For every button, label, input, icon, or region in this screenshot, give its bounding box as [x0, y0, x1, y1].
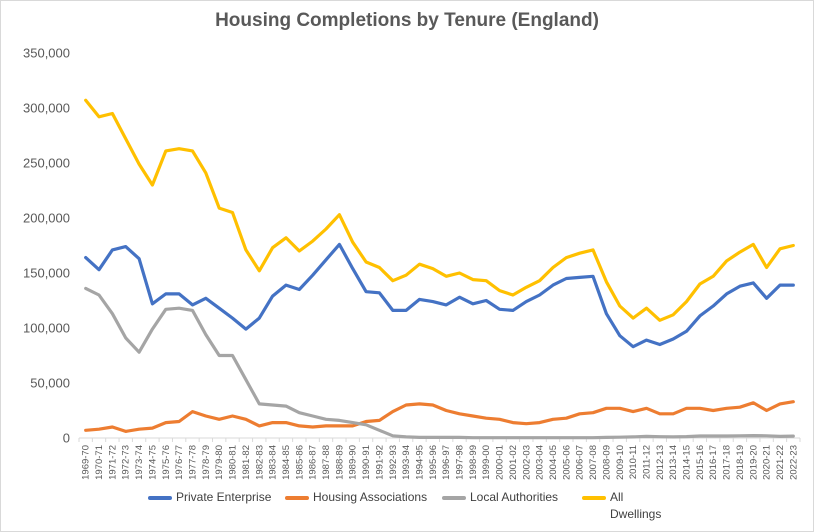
y-tick-label: 200,000 [23, 211, 70, 226]
x-tick-label: 2020-21 [762, 445, 773, 480]
x-tick-label: 1998-99 [468, 445, 479, 480]
x-tick-label: 1971-72 [107, 445, 118, 480]
x-tick-label: 1973-74 [134, 445, 145, 480]
x-tick-label: 2021-22 [775, 445, 786, 480]
x-tick-label: 1993-94 [401, 445, 412, 480]
x-tick-label: 2007-08 [588, 445, 599, 480]
y-tick-label: 0 [63, 431, 70, 446]
x-tick-label: 2016-17 [708, 445, 719, 480]
x-tick-label: 2004-05 [548, 445, 559, 480]
x-tick-label: 1995-96 [428, 445, 439, 480]
x-tick-label: 1999-00 [481, 445, 492, 480]
x-tick-label: 2014-15 [682, 445, 693, 480]
x-tick-label: 1994-95 [414, 445, 425, 480]
x-tick-label: 1975-76 [161, 445, 172, 480]
x-tick-label: 2003-04 [535, 445, 546, 480]
series-line-local-authorities [84, 286, 795, 440]
x-tick-label: 2000-01 [495, 445, 506, 480]
x-tick-label: 1978-79 [201, 445, 212, 480]
legend-label-housing-associations: Housing Associations [313, 490, 428, 504]
legend-swatch-all-dwellings [582, 496, 606, 500]
series-line-housing-associations [84, 400, 795, 433]
x-tick-label: 1984-85 [281, 445, 292, 480]
x-tick-label: 1991-92 [374, 445, 385, 480]
x-tick-label: 2017-18 [722, 445, 733, 480]
legend-swatch-housing-associations [285, 496, 309, 500]
legend-label-local-authorities: Local Authorities [470, 490, 559, 504]
y-tick-label: 300,000 [23, 101, 70, 116]
x-tick-label: 2010-11 [628, 445, 639, 479]
x-tick-label: 2002-03 [521, 445, 532, 480]
x-tick-label: 2022-23 [788, 445, 799, 480]
x-tick-label: 1970-71 [94, 445, 105, 480]
y-tick-label: 150,000 [23, 266, 70, 281]
y-tick-label: 50,000 [30, 376, 70, 391]
x-tick-label: 1972-73 [121, 445, 132, 480]
x-tick-label: 2005-06 [561, 445, 572, 480]
x-tick-label: 1979-80 [214, 445, 225, 480]
series-line-private-enterprise [84, 242, 795, 349]
series-line-all-dwellings [84, 98, 795, 322]
x-tick-label: 2012-13 [655, 445, 666, 480]
series-lines [84, 98, 795, 440]
x-axis: 1969-70 1970-71 1971-72 1972-73 1973-74 1974-… [78, 437, 801, 480]
y-axis: 0 50,000 100,000 150,000 200,000 250,000 300,0… [23, 46, 70, 446]
x-tick-label: 2006-07 [575, 445, 586, 480]
x-tick-label: 1997-98 [455, 445, 466, 480]
legend-label-all-dwellings-line2: Dwellings [610, 507, 662, 521]
x-tick-label: 1987-88 [321, 445, 332, 480]
x-tick-label: 1982-83 [254, 445, 265, 480]
x-tick-label: 2013-14 [668, 445, 679, 480]
x-tick-label: 1986-87 [308, 445, 319, 480]
x-tick-label: 1974-75 [147, 445, 158, 480]
x-tick-label: 1983-84 [268, 445, 279, 480]
legend-label-private-enterprise: Private Enterprise [176, 490, 272, 504]
legend-swatch-private-enterprise [148, 496, 172, 500]
x-tick-label: 2018-19 [735, 445, 746, 480]
x-tick-label: 1977-78 [187, 445, 198, 480]
y-tick-label: 250,000 [23, 156, 70, 171]
legend-swatch-local-authorities [442, 496, 466, 500]
x-tick-label: 2019-20 [748, 445, 759, 480]
y-tick-label: 350,000 [23, 46, 70, 61]
x-tick-label: 1996-97 [441, 445, 452, 480]
x-tick-label: 1985-86 [294, 445, 305, 480]
chart-title: Housing Completions by Tenure (England) [215, 10, 599, 31]
x-tick-label: 2009-10 [615, 445, 626, 480]
x-tick-label: 2001-02 [508, 445, 519, 480]
x-tick-label: 1989-90 [348, 445, 359, 480]
x-tick-label: 1980-81 [228, 445, 239, 480]
x-tick-label: 2008-09 [601, 445, 612, 480]
x-tick-label: 1988-89 [334, 445, 345, 480]
x-tick-label: 1981-82 [241, 445, 252, 480]
x-tick-label: 2011-12 [641, 445, 652, 479]
x-tick-label: 1976-77 [174, 445, 185, 480]
y-tick-label: 100,000 [23, 321, 70, 336]
legend-label-all-dwellings-line1: All [610, 490, 624, 504]
x-tick-label: 1990-91 [361, 445, 372, 480]
x-tick-label: 1969-70 [81, 445, 92, 480]
x-tick-label: 1992-93 [388, 445, 399, 480]
x-tick-label: 2015-16 [695, 445, 706, 480]
